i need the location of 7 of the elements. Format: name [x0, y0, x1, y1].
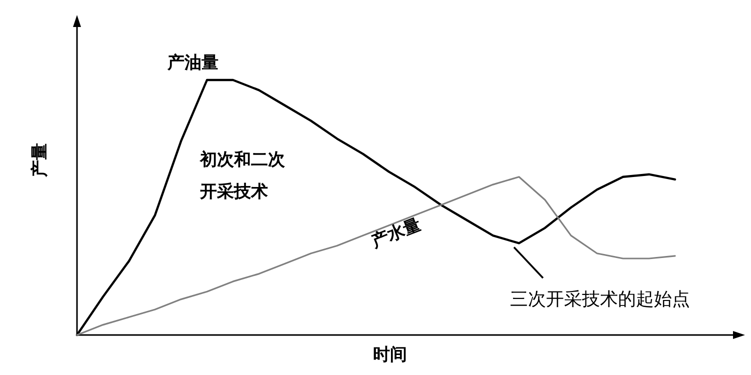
annotation: 开采技术 — [199, 182, 268, 201]
annotation: 初次和二次 — [199, 150, 286, 169]
text: 产水量 — [368, 214, 424, 252]
series-label: 产油量 — [166, 53, 218, 72]
x-axis-title: 时间 — [373, 345, 407, 364]
y-axis-title: 产量 — [30, 143, 49, 178]
annotation: 三次开采技术的起始点 — [510, 289, 690, 309]
